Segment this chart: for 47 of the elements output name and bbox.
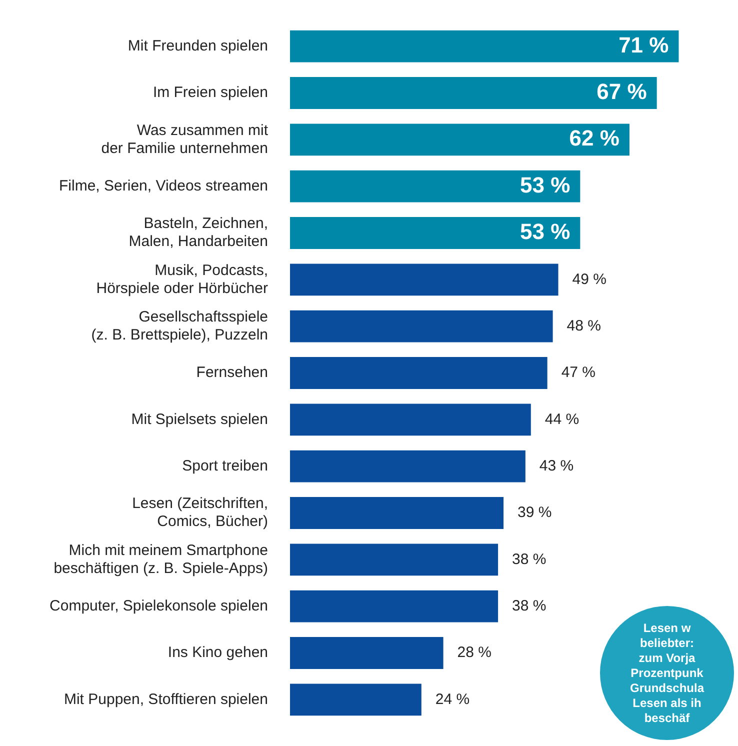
bar: [290, 637, 444, 669]
bar: [290, 30, 679, 62]
bar: [290, 497, 504, 529]
data-label: 38 %: [512, 550, 546, 568]
data-label: 44 %: [544, 410, 580, 428]
y-tick-label: Musik, Podcasts, Hörspiele oder Hörbücher: [96, 262, 268, 297]
y-tick-label: Lesen (Zeitschriften, Comics, Bücher): [132, 495, 268, 530]
bar: [290, 450, 526, 482]
data-label: 49 %: [572, 270, 606, 288]
bar: [290, 217, 580, 249]
y-tick-label: Was zusammen mit der Familie unternehmen: [101, 122, 269, 157]
bar: [290, 170, 580, 202]
y-tick-label: Mit Spielsets spielen: [131, 410, 268, 428]
bar: [290, 684, 422, 716]
y-tick-label: Fernsehen: [196, 364, 268, 382]
data-label: 38 %: [512, 597, 546, 614]
bar: [290, 544, 498, 576]
bar: [290, 77, 657, 109]
y-tick-label: Filme, Serien, Videos streamen: [59, 177, 268, 194]
bar: [290, 357, 548, 389]
data-label: 28 %: [457, 644, 492, 662]
bar: [290, 124, 630, 156]
data-label: 53 %: [520, 219, 570, 244]
data-label: 62 %: [569, 126, 620, 151]
y-tick-label: Mich mit meinem Smartphone beschäftigen (z. B. Spiele-Apps): [54, 542, 268, 577]
bar: [290, 590, 498, 622]
y-tick-label: Computer, Spielekonsole spielen: [50, 597, 268, 614]
bar: [290, 310, 553, 342]
y-tick-label: Im Freien spielen: [152, 84, 268, 102]
data-label: 43 %: [539, 457, 574, 474]
bar: [290, 404, 531, 436]
data-label: 39 %: [518, 504, 552, 522]
data-label: 53 %: [520, 172, 570, 198]
y-tick-label: Basteln, Zeichnen, Malen, Handarbeiten: [128, 215, 268, 250]
annotation: Lesen w beliebter: zum Vorja Prozentpunk Grundschula Lesen als ih beschäf: [630, 620, 704, 726]
y-tick-label: Ins Kino gehen: [168, 644, 268, 662]
data-label: 24 %: [435, 690, 470, 708]
y-tick-label: Mit Freunden spielen: [128, 37, 268, 54]
y-tick-label: Sport treiben: [182, 457, 268, 474]
y-tick-label: Mit Puppen, Stofftieren spielen: [64, 690, 268, 708]
bar: [290, 264, 558, 296]
data-label: 48 %: [566, 317, 602, 334]
y-tick-label: Gesellschaftsspiele (z. B. Brettspiele), Puzzeln: [91, 308, 268, 344]
data-label: 71 %: [618, 32, 669, 58]
data-label: 67 %: [596, 79, 647, 104]
data-label: 47 %: [561, 364, 596, 382]
note-circle: Lesen w beliebter: zum Vorja Prozentpunk Grundschula Lesen als ih beschäf: [600, 606, 734, 740]
